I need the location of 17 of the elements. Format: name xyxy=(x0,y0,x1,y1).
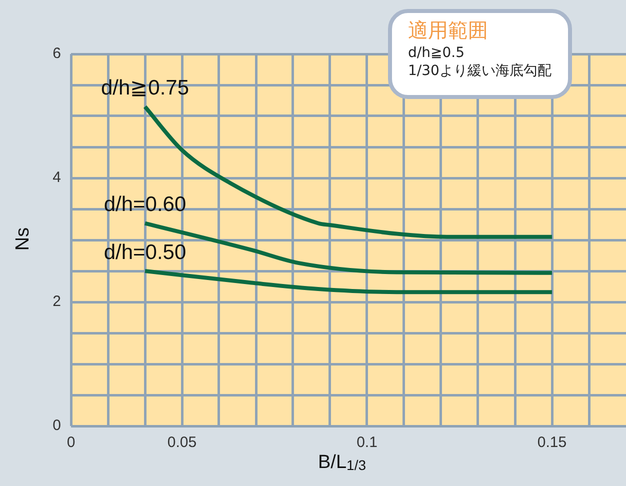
x-tick-label: 0.05 xyxy=(167,434,197,452)
y-tick-label: 6 xyxy=(52,45,61,62)
line-series xyxy=(143,269,554,294)
text: 適用範囲 xyxy=(408,17,489,44)
x-tick-label: 0.1 xyxy=(356,434,378,452)
annotation: d/h≧0.5 xyxy=(408,44,466,62)
series-label: d/h≧0.75 xyxy=(100,76,190,100)
x-tick-label: 0 xyxy=(66,434,76,452)
annotation: 1/30より緩い海底勾配 xyxy=(408,62,552,80)
y-tick-label: 0 xyxy=(52,417,61,434)
series-label: d/h=0.60 xyxy=(104,193,186,216)
y-tick-label: 4 xyxy=(52,169,61,186)
y-axis-title: Ns xyxy=(12,227,35,251)
x-axis-title: B/L$_{1/3}$ xyxy=(318,452,366,474)
series-label: d/h=0.50 xyxy=(104,240,186,264)
y-tick-label: 2 xyxy=(52,293,61,310)
x-tick-label: 0.15 xyxy=(537,434,567,452)
